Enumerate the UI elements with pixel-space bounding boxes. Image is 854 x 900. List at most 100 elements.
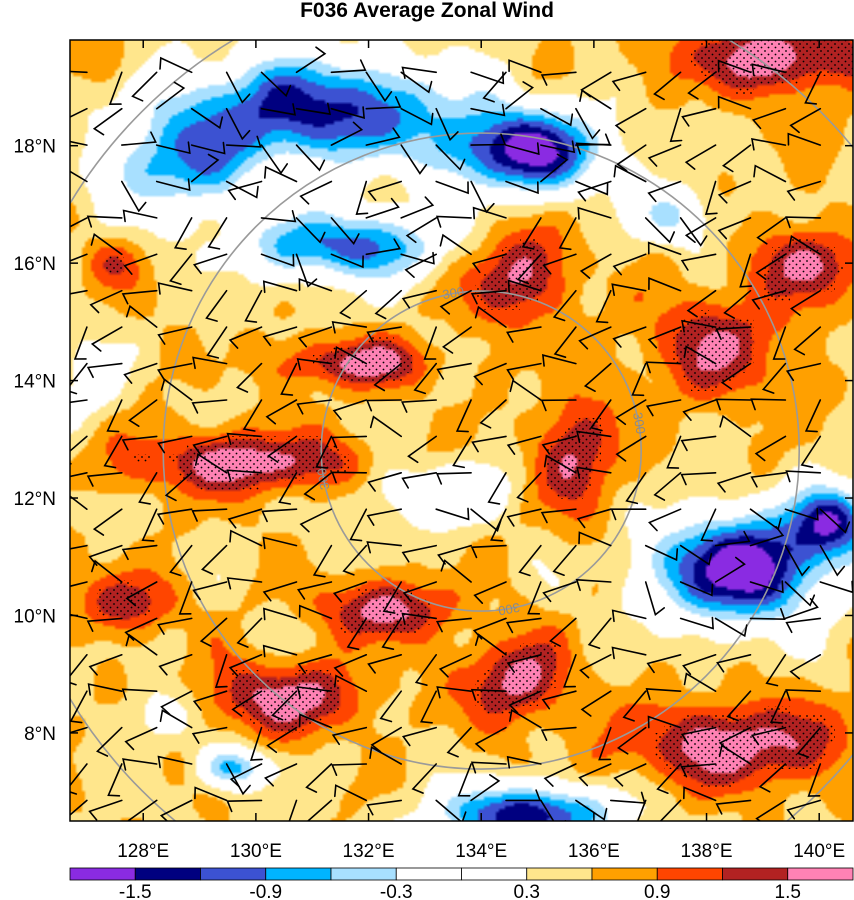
wind-barb: [717, 217, 752, 240]
wind-barb: [436, 362, 472, 380]
wind-barb: [583, 362, 612, 392]
wind-barb: [296, 581, 333, 600]
wind-barb: [402, 581, 437, 603]
wind-barb: [158, 654, 193, 676]
wind-barb: [653, 472, 682, 501]
wind-barb: [610, 508, 647, 521]
wind-barb: [299, 180, 333, 205]
wind-barb: [648, 508, 682, 532]
wind-barb: [190, 107, 224, 130]
x-tick-label: 134°E: [455, 841, 507, 862]
wind-barb: [579, 654, 612, 679]
wind-barb: [680, 435, 717, 452]
wind-barb: [470, 761, 507, 774]
wind-barb: [411, 763, 437, 794]
significance-stipple-layer: [97, 40, 853, 787]
wind-barb: [470, 289, 507, 305]
wind-barb: [714, 556, 746, 583]
wind-barb: [789, 289, 822, 317]
wind-barb: [121, 289, 158, 305]
wind-barb: [190, 153, 220, 183]
wind-barb: [330, 217, 360, 246]
wind-barb: [682, 654, 717, 676]
wind-barb: [435, 799, 467, 821]
wind-barb: [683, 345, 717, 365]
wind-barb: [622, 690, 647, 722]
y-tick-label: 8°N: [24, 724, 56, 745]
wind-barb: [122, 209, 158, 223]
wind-barb: [157, 435, 193, 454]
wind-barb: [155, 178, 191, 192]
wind-barb: [612, 326, 647, 348]
wind-barb: [260, 253, 295, 267]
wind-barb: [201, 544, 228, 575]
wind-barb: [407, 435, 437, 464]
wind-barb: [793, 326, 822, 356]
wind-barb: [472, 617, 507, 640]
wind-barb: [680, 253, 717, 271]
stipple-region: [97, 40, 853, 787]
wind-barb: [157, 326, 193, 345]
wind-barb: [260, 144, 288, 175]
wind-barb: [157, 617, 193, 635]
wind-barb: [589, 399, 612, 432]
wind-barb: [366, 326, 402, 343]
wind-barb: [349, 508, 368, 542]
wind-barb: [225, 135, 262, 148]
wind-barb: [436, 686, 472, 699]
wind-barb: [297, 326, 333, 348]
wind-barb: [611, 609, 647, 623]
wind-barb: [339, 289, 368, 319]
wind-barb: [70, 472, 88, 478]
wind-barb: [751, 138, 787, 151]
wind-barb: [540, 799, 567, 821]
wind-barb: [715, 326, 752, 340]
wind-barb: [227, 508, 263, 529]
wind-barb: [647, 715, 682, 729]
wind-barb: [423, 326, 437, 360]
wind-barb: [505, 81, 534, 110]
wind-barb: [225, 71, 251, 104]
wind-barb: [615, 399, 647, 426]
wind-barb: [785, 689, 822, 702]
wind-barb: [751, 289, 787, 310]
wind-barb: [750, 472, 787, 488]
wind-barb: [87, 683, 123, 696]
wind-barb: [575, 799, 608, 821]
wind-barb: [124, 726, 158, 751]
wind-barb: [435, 180, 469, 195]
wind-barb: [646, 654, 682, 674]
wind-barb: [125, 581, 158, 607]
wind-barb: [471, 253, 507, 274]
wind-barb: [684, 144, 717, 170]
wind-barb: [616, 144, 647, 172]
colorbar-swatch: [591, 867, 658, 881]
wind-barb: [128, 399, 158, 427]
wind-barb: [506, 435, 542, 455]
wind-barb: [205, 289, 228, 322]
wind-barb: [471, 435, 507, 453]
wind-barb: [160, 690, 193, 715]
wind-barb: [717, 95, 752, 110]
wind-barb: [70, 654, 88, 686]
wind-barb: [229, 529, 263, 547]
wind-barb: [509, 379, 542, 401]
wind-barb: [785, 617, 822, 634]
wind-barb: [435, 472, 472, 485]
longitude-axis: 128°E 130°E 132°E 134°E 136°E 138°E 140°E: [117, 40, 845, 862]
range-ring: [320, 290, 643, 612]
wind-barb: [455, 399, 472, 433]
wind-barb: [280, 362, 298, 396]
wind-barb: [784, 598, 819, 620]
wind-barb: [225, 763, 251, 796]
wind-barb: [225, 107, 251, 141]
wind-barb: [86, 617, 123, 632]
x-tick-label: 132°E: [343, 841, 395, 862]
wind-barb: [611, 646, 647, 660]
wind-barb: [192, 435, 228, 455]
wind-barb: [121, 435, 158, 451]
wind-barb: [452, 435, 472, 469]
wind-barb: [192, 356, 228, 370]
wind-barb: [612, 253, 647, 276]
